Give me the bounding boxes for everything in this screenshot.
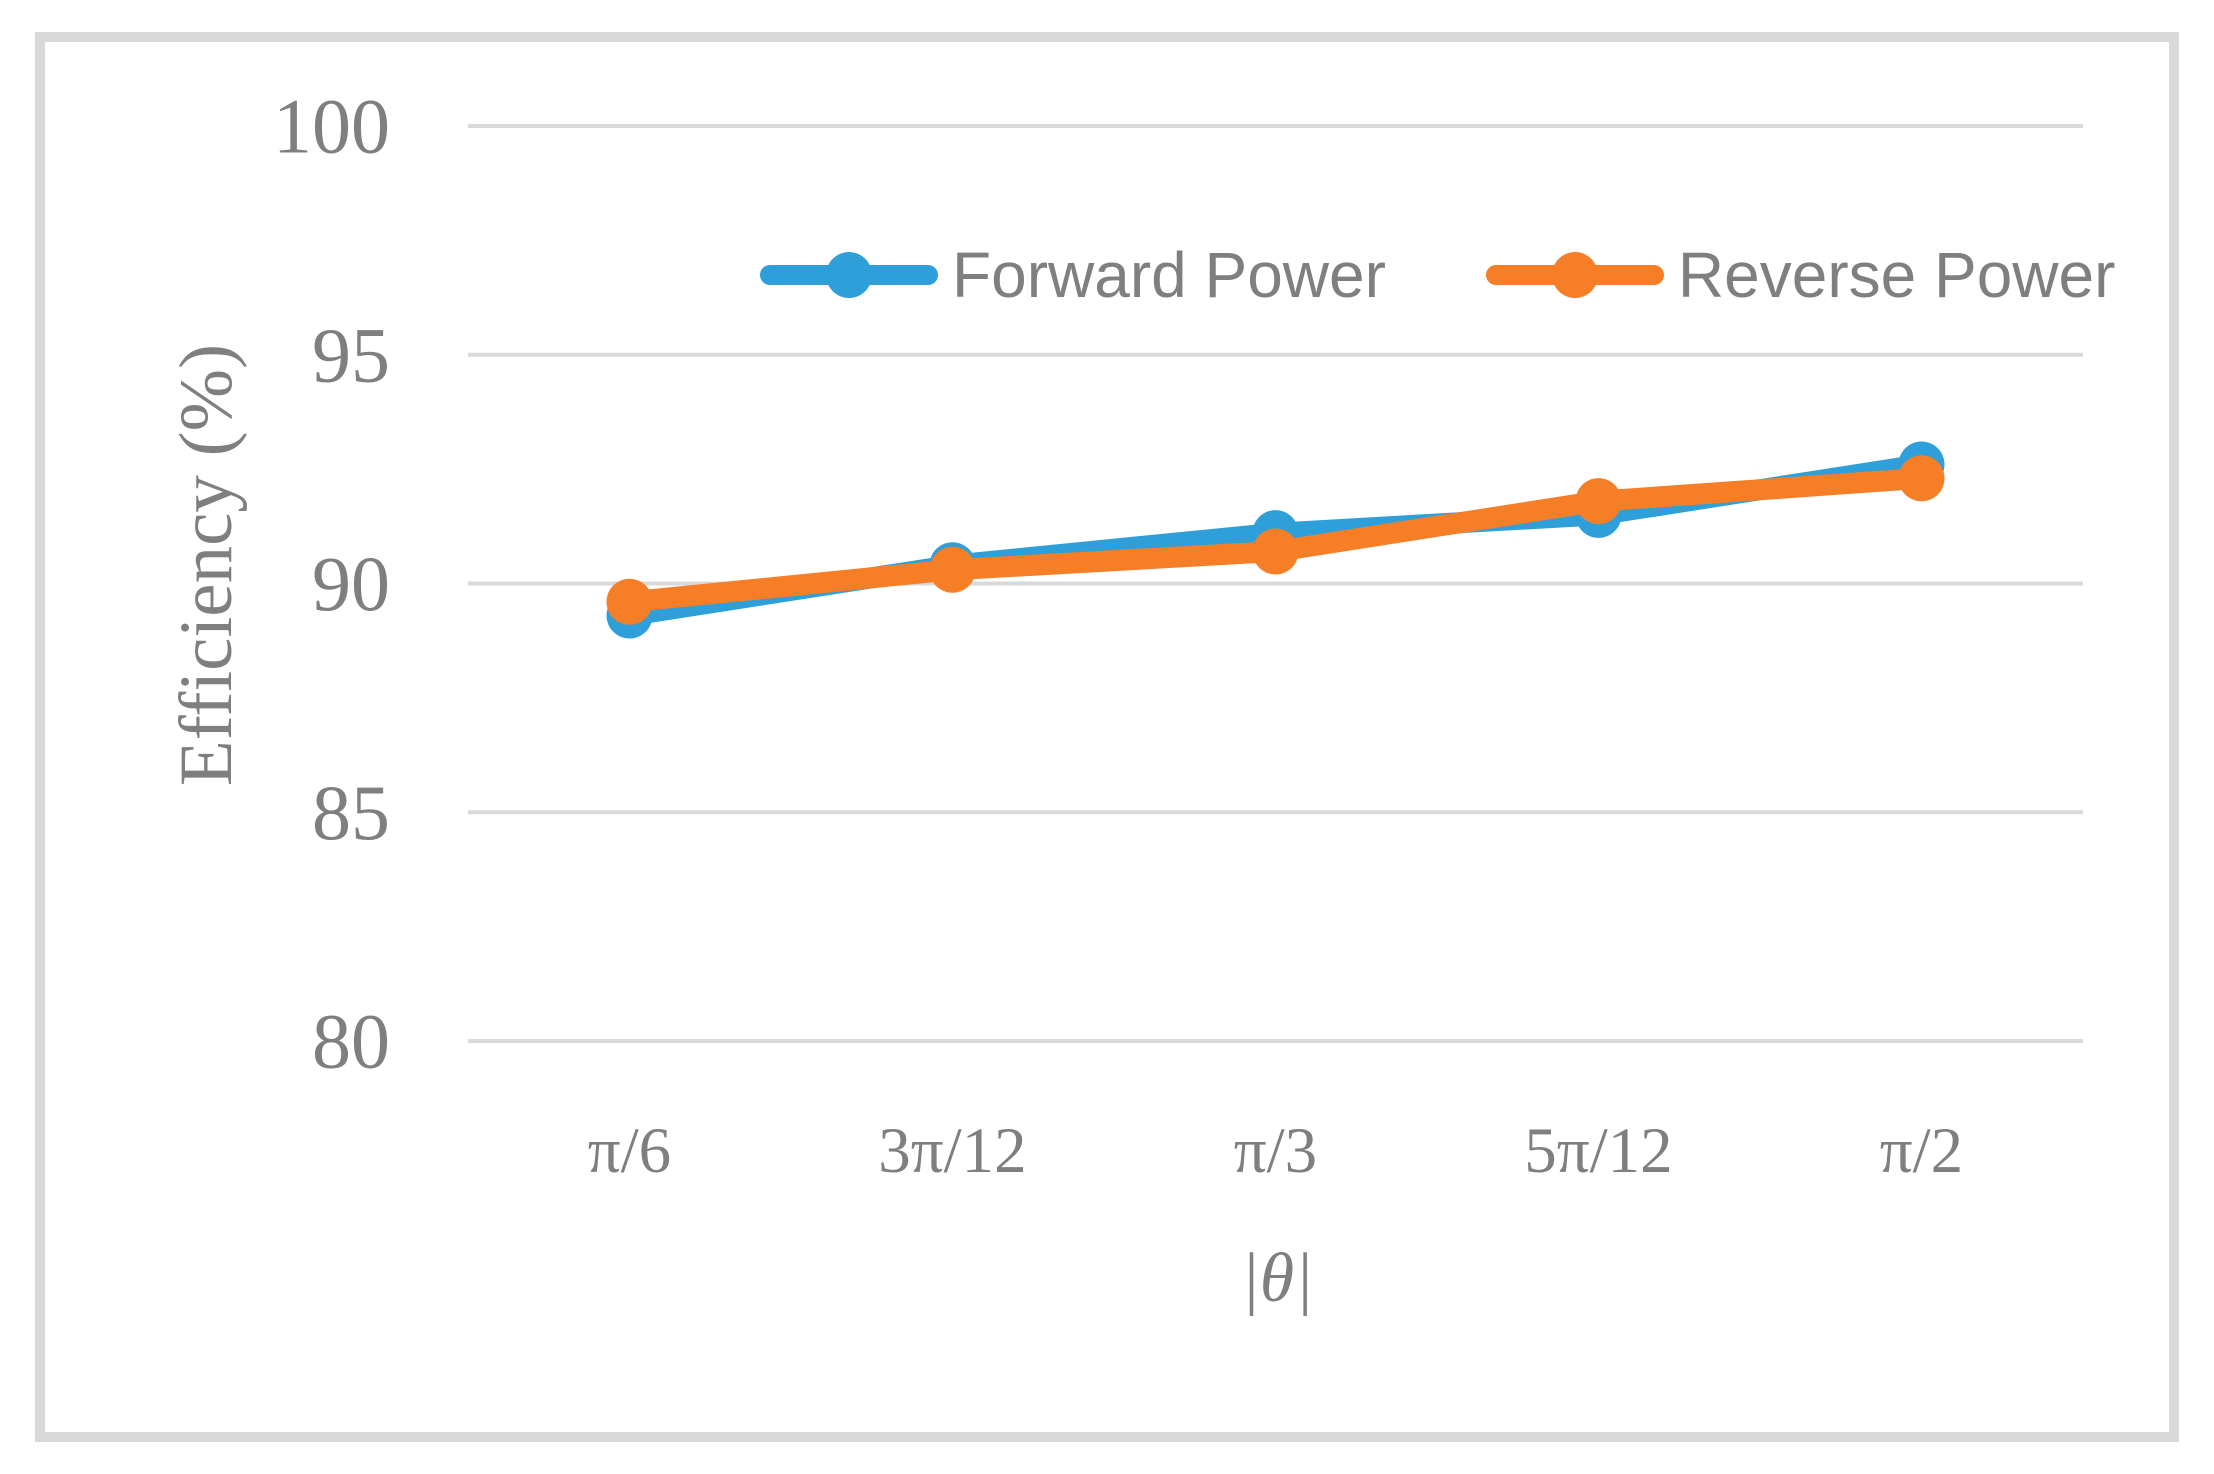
marker-reverse-power-1 <box>929 546 976 593</box>
x-tick-label-π/6: π/6 <box>588 1115 671 1187</box>
marker-reverse-power-3 <box>1575 478 1622 525</box>
chart-border <box>35 32 2179 1442</box>
x-tick-label-5π/12: 5π/12 <box>1524 1115 1672 1187</box>
legend-item-forward-power: Forward Power <box>760 238 1386 312</box>
y-tick-label-90: 90 <box>312 540 390 627</box>
legend-dot-reverse <box>1551 252 1598 298</box>
y-tick-label-100: 100 <box>273 83 390 170</box>
legend-dot-forward <box>826 252 872 298</box>
y-axis-title: Efficiency (%) <box>165 343 248 787</box>
y-tick-label-85: 85 <box>312 769 390 856</box>
legend: Forward Power Reverse Power <box>760 239 2115 311</box>
legend-item-reverse-power: Reverse Power <box>1485 238 2116 312</box>
marker-reverse-power-2 <box>1252 528 1299 575</box>
marker-reverse-power-4 <box>1898 455 1945 502</box>
marker-reverse-power-0 <box>606 578 653 625</box>
legend-label-reverse-power: Reverse Power <box>1677 239 2116 311</box>
y-tick-label-80: 80 <box>312 998 390 1085</box>
x-tick-label-3π/12: 3π/12 <box>878 1115 1026 1187</box>
x-tick-label-π/3: π/3 <box>1234 1115 1317 1187</box>
reverse-power-line-marker-icon <box>1485 243 1664 307</box>
x-tick-label-π/2: π/2 <box>1880 1115 1963 1187</box>
y-tick-label-95: 95 <box>312 311 390 398</box>
forward-power-line-marker-icon <box>760 243 938 307</box>
x-axis-title: |θ| <box>1240 1240 1314 1317</box>
legend-label-forward-power: Forward Power <box>952 239 1386 311</box>
